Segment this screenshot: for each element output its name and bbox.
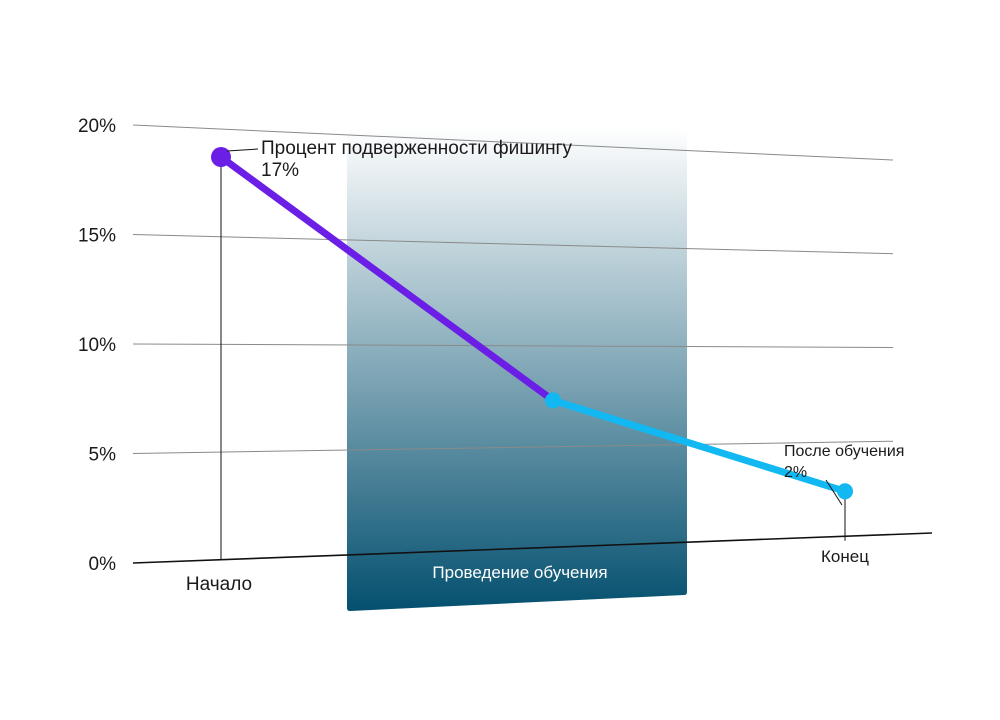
series-segment-after xyxy=(549,396,849,495)
end-leader-line xyxy=(825,479,843,506)
category-label-end: Конец xyxy=(821,547,869,566)
category-label-start: Начало xyxy=(186,574,252,595)
y-tick-label: 5% xyxy=(89,445,117,466)
y-tick-label: 10% xyxy=(78,335,116,356)
y-tick-labels: 0% 5% 10% 15% 20% xyxy=(78,116,116,575)
band-label: Проведение обучения xyxy=(432,563,607,582)
series xyxy=(211,147,853,500)
x-axis-line xyxy=(132,532,933,564)
gridline xyxy=(132,440,894,454)
y-tick-label: 0% xyxy=(89,554,117,575)
end-annotation-value: 2% xyxy=(784,464,807,481)
end-annotation-title: После обучения xyxy=(784,443,904,460)
gridline xyxy=(132,343,894,348)
start-annotation-title: Процент подверженности фишингу xyxy=(261,138,572,159)
gridline xyxy=(132,124,894,161)
data-point-mid xyxy=(545,392,561,409)
start-leader-line xyxy=(226,148,259,152)
training-band xyxy=(347,128,687,611)
y-tick-label: 15% xyxy=(78,226,116,247)
gridlines xyxy=(132,124,894,454)
start-annotation-value: 17% xyxy=(261,160,299,181)
y-tick-label: 20% xyxy=(78,116,116,137)
axes xyxy=(132,157,933,564)
gridline xyxy=(132,234,894,255)
data-point-end xyxy=(837,483,853,500)
data-point-start xyxy=(211,147,231,168)
series-segment-training xyxy=(217,153,557,404)
